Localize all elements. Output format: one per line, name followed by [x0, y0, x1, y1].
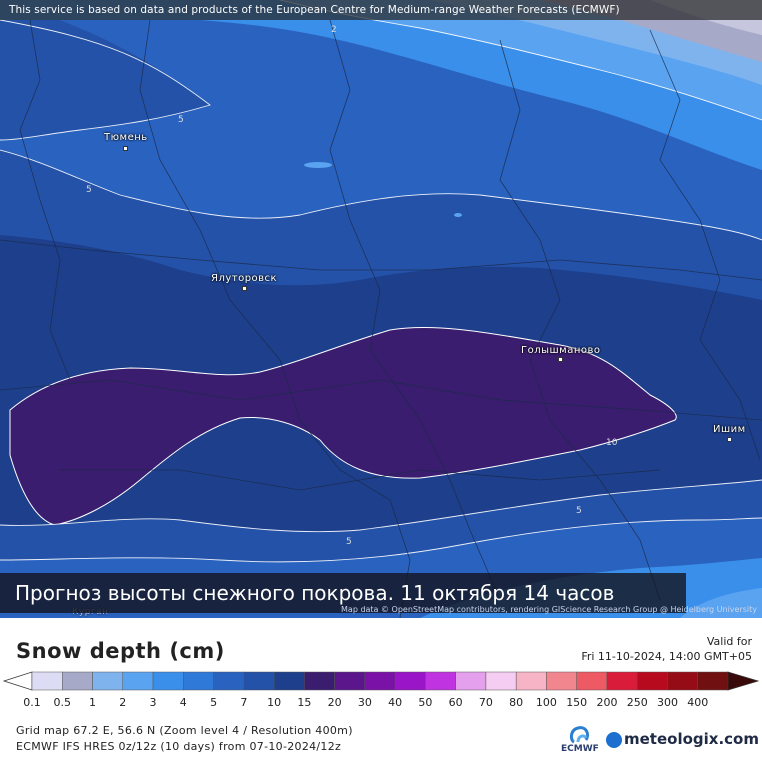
- scale-tick-label: 400: [687, 696, 709, 709]
- scale-tick-label: 0.1: [23, 696, 41, 709]
- scale-swatch: [576, 671, 608, 691]
- meteologix-logo-icon: [606, 732, 622, 748]
- scale-tick-label: 100: [535, 696, 557, 709]
- scale-swatch: [273, 671, 305, 691]
- scale-swatch: [455, 671, 487, 691]
- scale-swatch: [62, 671, 93, 691]
- forecast-caption: Прогноз высоты снежного покрова. 11 октя…: [0, 573, 686, 613]
- scale-tick-label: 20: [327, 696, 342, 709]
- contour-label: 5: [346, 537, 352, 547]
- scale-swatch: [515, 671, 547, 691]
- city-label-ishim[interactable]: Ишим: [713, 424, 746, 435]
- scale-tick-label: 7: [240, 696, 248, 709]
- scale-swatch: [697, 671, 729, 691]
- scale-tick-label: 15: [297, 696, 312, 709]
- scale-tick-label: 10: [267, 696, 282, 709]
- scale-swatch: [243, 671, 275, 691]
- scale-tick-label: 0.5: [53, 696, 72, 709]
- scale-tick-label: 200: [596, 696, 618, 709]
- scale-swatch: [152, 671, 184, 691]
- scale-tick-label: 250: [626, 696, 648, 709]
- valid-time-block: Valid for Fri 11-10-2024, 14:00 GMT+05: [581, 634, 752, 664]
- ecmwf-logo-icon: [569, 726, 590, 744]
- model-info: ECMWF IFS HRES 0z/12z (10 days) from 07-…: [16, 740, 342, 753]
- scale-swatch: [394, 671, 426, 691]
- scale-tick-label: 80: [509, 696, 524, 709]
- scale-tick-label: 60: [448, 696, 463, 709]
- valid-label: Valid for: [706, 635, 752, 648]
- scale-over-arrow: [727, 671, 760, 691]
- scale-swatch: [304, 671, 335, 691]
- contour-label: 5: [86, 185, 92, 195]
- scale-tick-label: 50: [418, 696, 433, 709]
- legend-title: Snow depth (cm): [16, 639, 225, 663]
- scale-swatch: [183, 671, 214, 691]
- scale-swatch: [334, 671, 366, 691]
- city-label-yalutorovsk[interactable]: Ялуторовск: [211, 273, 278, 284]
- contour-label: 5: [576, 506, 582, 516]
- scale-swatch: [31, 671, 63, 691]
- scale-tick-label: 70: [478, 696, 493, 709]
- scale-tick-label: 30: [357, 696, 372, 709]
- scale-swatch: [364, 671, 396, 691]
- city-marker: [242, 286, 247, 291]
- scale-under-arrow: [2, 671, 33, 691]
- scale-swatch: [546, 671, 577, 691]
- city-marker: [123, 146, 128, 151]
- scale-tick-label: 150: [566, 696, 588, 709]
- meteologix-brand[interactable]: meteologix.com: [624, 730, 759, 748]
- scale-tick-label: 3: [149, 696, 157, 709]
- valid-time: Fri 11-10-2024, 14:00 GMT+05: [581, 650, 752, 663]
- map-attribution: Map data © OpenStreetMap contributors, r…: [341, 605, 757, 614]
- city-marker: [558, 357, 563, 362]
- scale-tick-label: 2: [119, 696, 127, 709]
- scale-tick-label: 1: [89, 696, 97, 709]
- scale-tick-label: 4: [179, 696, 187, 709]
- city-marker: [727, 437, 732, 442]
- ecmwf-logo-text: ECMWF: [561, 744, 599, 754]
- grid-info: Grid map 67.2 E, 56.6 N (Zoom level 4 / …: [16, 724, 353, 737]
- legend-panel: Snow depth (cm) Valid for Fri 11-10-2024…: [0, 618, 762, 760]
- contour-label: 5: [178, 115, 184, 125]
- color-scale-ticks: 0.1 0.5 1 2 3 4 5 7 10 15 20 30 40 50 60 70 80 100 150 200 2…: [0, 696, 762, 710]
- scale-tick-label: 40: [388, 696, 403, 709]
- city-label-tyumen[interactable]: Тюмень: [104, 132, 148, 143]
- scale-swatch: [213, 671, 245, 691]
- scale-swatch: [606, 671, 638, 691]
- map-layers: [0, 0, 762, 618]
- scale-swatch: [425, 671, 456, 691]
- city-label-golyshmanovo[interactable]: Голышманово: [521, 345, 601, 356]
- contour-label: 2: [331, 25, 337, 35]
- scale-tick-label: 300: [656, 696, 678, 709]
- scale-swatch: [667, 671, 698, 691]
- scale-tick-label: 5: [210, 696, 218, 709]
- snow-depth-map[interactable]: This service is based on data and produc…: [0, 0, 762, 618]
- scale-swatch: [485, 671, 517, 691]
- color-scale-bar: [2, 671, 760, 691]
- scale-swatch: [636, 671, 668, 691]
- scale-swatch: [122, 671, 154, 691]
- ecmwf-notice-bar: This service is based on data and produc…: [0, 0, 762, 20]
- contour-label: 10: [606, 438, 618, 448]
- scale-swatch: [92, 671, 124, 691]
